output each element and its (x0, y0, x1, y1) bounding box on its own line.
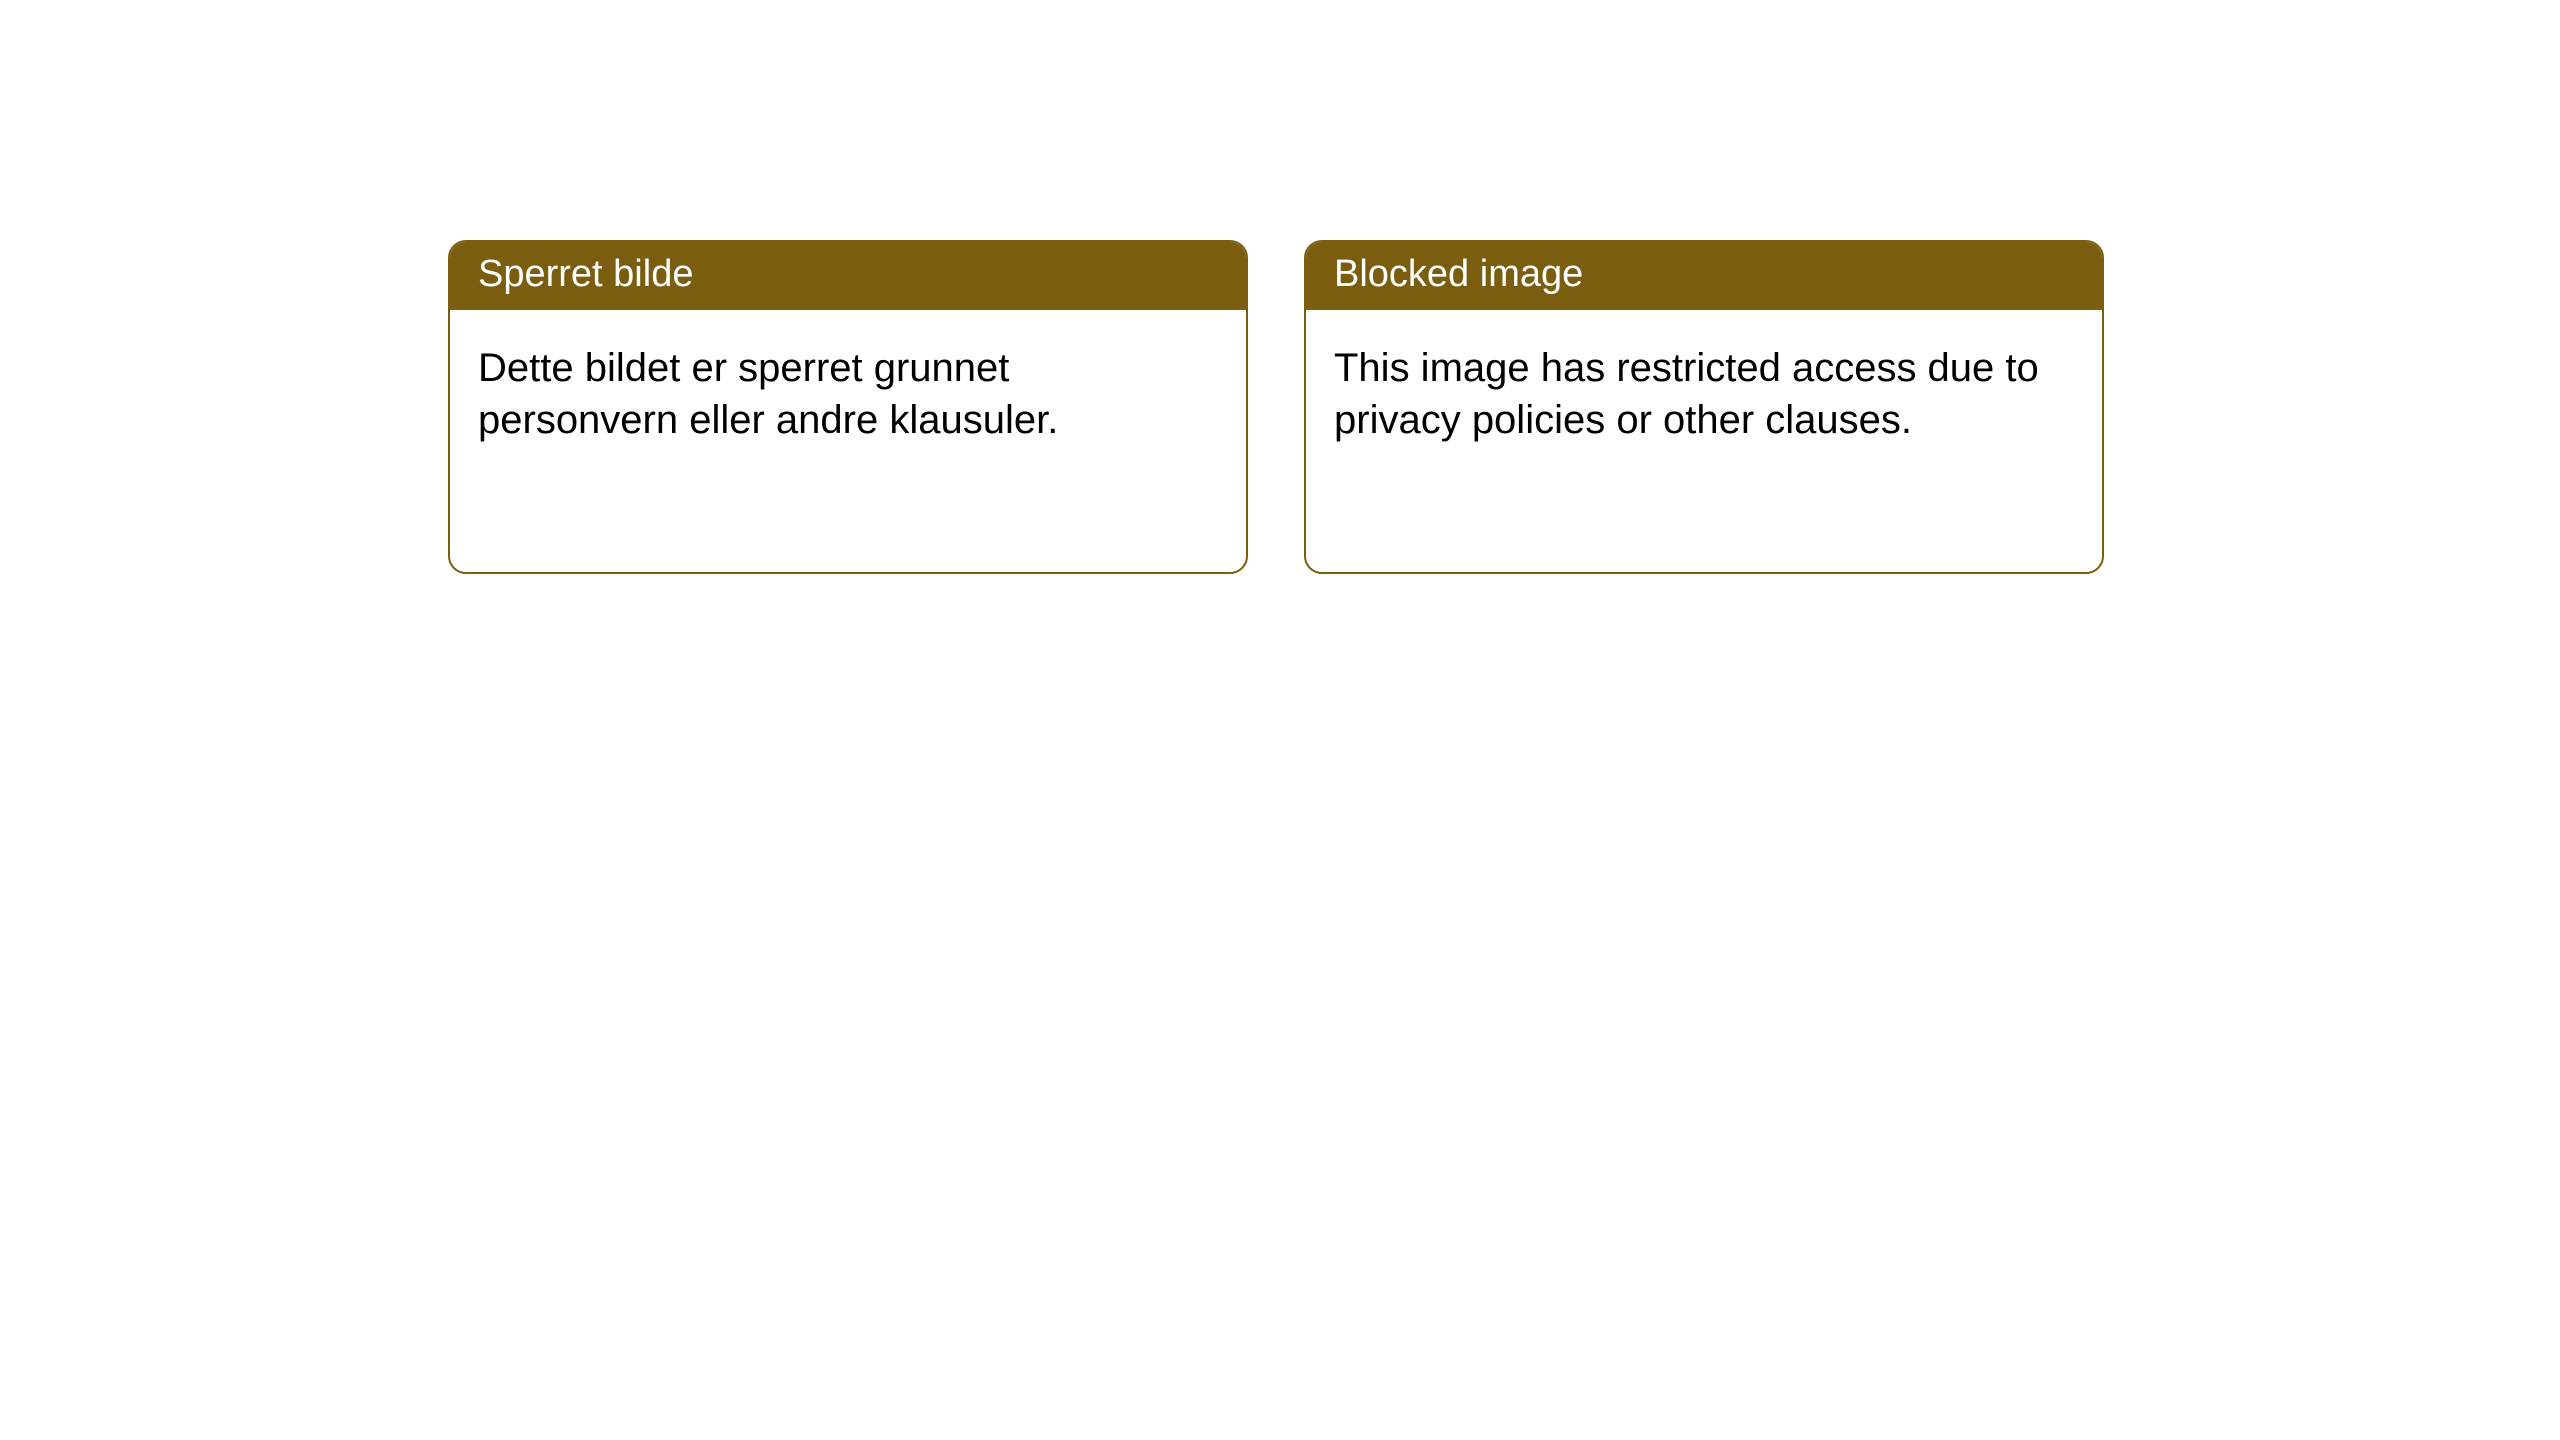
card-title: Blocked image (1334, 253, 1583, 295)
card-body: Dette bildet er sperret grunnet personve… (450, 310, 1246, 478)
card-header: Sperret bilde (450, 242, 1246, 310)
notice-card-english: Blocked image This image has restricted … (1304, 240, 2104, 574)
card-body: This image has restricted access due to … (1306, 310, 2102, 478)
card-message: Dette bildet er sperret grunnet personve… (478, 346, 1058, 442)
card-header: Blocked image (1306, 242, 2102, 310)
notice-cards-container: Sperret bilde Dette bildet er sperret gr… (0, 0, 2560, 574)
card-title: Sperret bilde (478, 253, 693, 295)
notice-card-norwegian: Sperret bilde Dette bildet er sperret gr… (448, 240, 1248, 574)
card-message: This image has restricted access due to … (1334, 346, 2039, 442)
